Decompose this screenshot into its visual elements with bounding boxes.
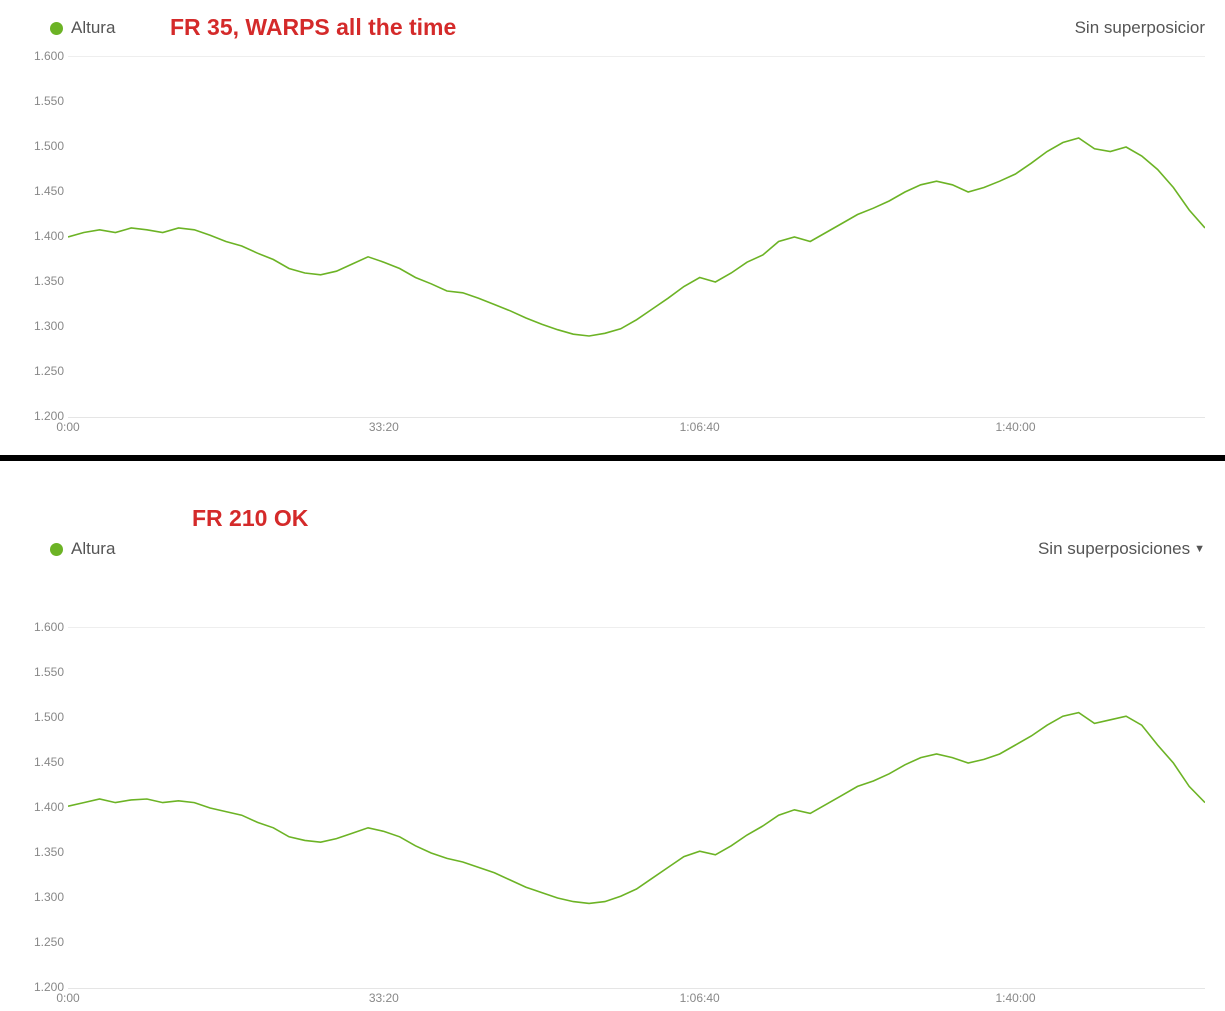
y-tick-label: 1.300 bbox=[34, 319, 64, 333]
y-tick-label: 1.450 bbox=[34, 184, 64, 198]
annotation-text-top: FR 35, WARPS all the time bbox=[170, 14, 456, 41]
y-tick-label: 1.350 bbox=[34, 845, 64, 859]
y-tick-label: 1.300 bbox=[34, 890, 64, 904]
y-axis: 1.2001.2501.3001.3501.4001.4501.5001.550… bbox=[20, 56, 68, 416]
x-tick-label: 1:06:40 bbox=[680, 991, 720, 1005]
line-chart-svg bbox=[68, 628, 1205, 988]
x-tick-label: 33:20 bbox=[369, 420, 399, 434]
data-line bbox=[68, 138, 1205, 336]
chart-area: 1.2001.2501.3001.3501.4001.4501.5001.550… bbox=[20, 56, 1205, 440]
y-tick-label: 1.350 bbox=[34, 274, 64, 288]
y-tick-label: 1.600 bbox=[34, 620, 64, 634]
overlay-label: Sin superposiciones bbox=[1038, 539, 1190, 559]
page: Altura FR 35, WARPS all the time Sin sup… bbox=[0, 0, 1225, 991]
y-tick-label: 1.550 bbox=[34, 94, 64, 108]
overlay-label: Sin superposicior bbox=[1075, 18, 1205, 38]
y-tick-label: 1.400 bbox=[34, 229, 64, 243]
plot-area[interactable] bbox=[68, 627, 1205, 989]
legend-label: Altura bbox=[71, 539, 115, 559]
x-tick-label: 1:06:40 bbox=[680, 420, 720, 434]
overlay-dropdown[interactable]: Sin superposicior bbox=[1075, 18, 1205, 38]
y-tick-label: 1.250 bbox=[34, 364, 64, 378]
y-tick-label: 1.500 bbox=[34, 139, 64, 153]
chart-area: 1.2001.2501.3001.3501.4001.4501.5001.550… bbox=[20, 627, 1205, 1011]
y-tick-label: 1.600 bbox=[34, 49, 64, 63]
data-line bbox=[68, 713, 1205, 904]
y-tick-label: 1.250 bbox=[34, 935, 64, 949]
plot-area[interactable] bbox=[68, 56, 1205, 418]
y-tick-label: 1.450 bbox=[34, 755, 64, 769]
y-axis: 1.2001.2501.3001.3501.4001.4501.5001.550… bbox=[20, 627, 68, 987]
y-tick-label: 1.550 bbox=[34, 665, 64, 679]
line-chart-svg bbox=[68, 57, 1205, 417]
overlay-dropdown[interactable]: Sin superposiciones ▼ bbox=[1038, 539, 1205, 559]
panel-header: Altura FR 35, WARPS all the time Sin sup… bbox=[0, 0, 1225, 46]
x-tick-label: 33:20 bbox=[369, 991, 399, 1005]
legend-dot-icon bbox=[50, 22, 63, 35]
x-tick-label: 0:00 bbox=[56, 991, 79, 1005]
x-tick-label: 1:40:00 bbox=[995, 420, 1035, 434]
y-tick-label: 1.400 bbox=[34, 800, 64, 814]
chart-legend[interactable]: Altura bbox=[50, 539, 115, 559]
legend-dot-icon bbox=[50, 543, 63, 556]
x-axis: 0:0033:201:06:401:40:00 bbox=[68, 991, 1205, 1011]
legend-label: Altura bbox=[71, 18, 115, 38]
x-tick-label: 1:40:00 bbox=[995, 991, 1035, 1005]
chevron-down-icon: ▼ bbox=[1194, 543, 1205, 555]
panel-header: Altura Sin superposiciones ▼ bbox=[0, 461, 1225, 627]
chart-panel-bottom: FR 210 OK Altura Sin superposiciones ▼ 1… bbox=[0, 461, 1225, 991]
chart-legend[interactable]: Altura bbox=[50, 18, 115, 38]
chart-panel-top: Altura FR 35, WARPS all the time Sin sup… bbox=[0, 0, 1225, 455]
x-axis: 0:0033:201:06:401:40:00 bbox=[68, 420, 1205, 440]
x-tick-label: 0:00 bbox=[56, 420, 79, 434]
y-tick-label: 1.500 bbox=[34, 710, 64, 724]
